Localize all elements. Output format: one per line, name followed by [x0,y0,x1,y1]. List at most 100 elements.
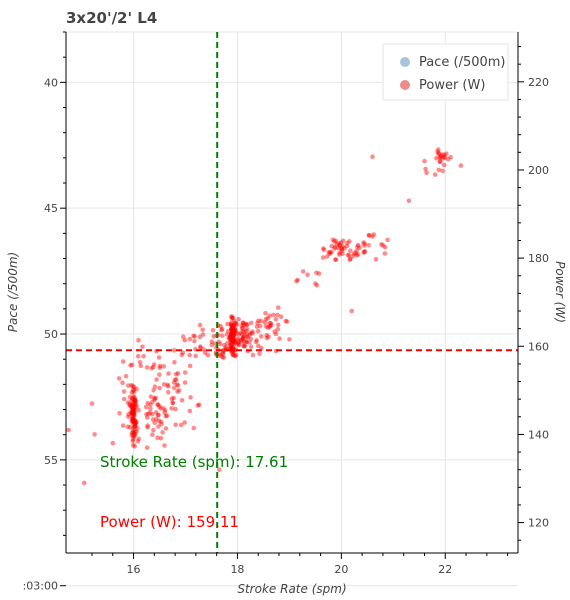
power-point [228,342,234,347]
power-point [225,340,230,346]
power-point [230,337,235,343]
power-point [130,406,136,412]
legend-power-swatch[interactable] [400,80,410,90]
power-point [132,424,138,430]
power-point [231,338,237,343]
power-point [132,420,137,426]
power-point [239,326,245,331]
power-point [266,334,271,340]
power-point [169,406,174,411]
power-point [362,243,367,248]
power-point [149,412,155,417]
power-point [92,432,97,437]
power-point [349,308,355,314]
power-point [150,399,155,405]
power-point [231,333,237,339]
power-point [353,250,358,256]
power-point [120,359,126,364]
power-point [130,396,135,401]
power-point [424,170,429,176]
power-point [329,243,335,249]
power-point [333,257,339,262]
power-point [140,344,145,350]
power-point [230,340,236,345]
power-point [277,336,282,341]
power-point [191,425,197,431]
power-point [283,318,289,324]
power-point [170,400,176,406]
power-point [244,327,250,332]
power-point [132,409,137,415]
power-point [220,351,226,357]
y-axis-left-label: Pace (/500m) [6,252,20,332]
power-point [255,343,261,349]
power-point [133,424,138,429]
legend-power-label[interactable]: Power (W) [419,78,485,93]
power-point [336,241,342,246]
power-point [226,336,232,341]
power-point [223,344,229,350]
power-point [236,332,242,337]
power-point [136,436,141,442]
power-point [233,353,238,359]
power-point [314,283,320,288]
power-point [458,163,464,168]
power-point [162,410,167,415]
power-point [135,354,141,359]
power-point [131,423,137,429]
power-point [232,329,238,335]
power-point [229,332,235,338]
power-point [245,334,250,339]
power-point [263,317,269,322]
power-point [156,402,161,407]
power-point [130,411,136,417]
power-point [437,155,443,160]
power-point [230,335,235,340]
power-point [316,271,322,276]
power-point [145,411,151,417]
power-point [439,152,445,157]
power-point [324,254,330,259]
power-point [130,403,135,408]
power-point [160,430,165,435]
power-point [155,402,160,408]
power-point [271,312,276,318]
power-point [228,333,234,339]
power-point [129,413,135,418]
power-point [333,238,338,244]
power-point [236,339,241,345]
power-point [129,430,135,436]
ticks: 16 18 20 22 40 45 50 55:03:00 120 140 160 180 200 220 [23,31,549,593]
power-point [255,320,260,326]
power-point [444,151,449,156]
power-point [145,423,150,428]
power-point [231,328,237,333]
power-point [229,333,234,339]
power-point [131,431,137,436]
power-point [250,329,255,334]
power-point [258,318,264,324]
power-point [155,412,161,418]
legend-pace-label[interactable]: Pace (/500m) [419,55,506,70]
power-point [361,250,366,255]
power-point [321,246,326,251]
power-point [132,398,138,403]
power-point [158,435,164,441]
power-point [320,255,326,260]
stroke-rate-annotation: Stroke Rate (spm): 17.61 [100,453,288,471]
power-point [275,327,281,332]
power-point [241,336,246,341]
power-point [267,320,273,326]
power-point [236,341,241,347]
y-axis-right-label: Power (W) [553,261,567,323]
power-point [135,426,140,431]
legend-pace-swatch[interactable] [400,57,410,67]
power-point [300,269,306,274]
power-point [334,242,340,247]
power-point [227,335,232,341]
power-point [229,333,235,338]
power-point [227,334,233,340]
power-point [236,342,242,348]
power-point [143,404,149,410]
power-point [144,445,150,451]
